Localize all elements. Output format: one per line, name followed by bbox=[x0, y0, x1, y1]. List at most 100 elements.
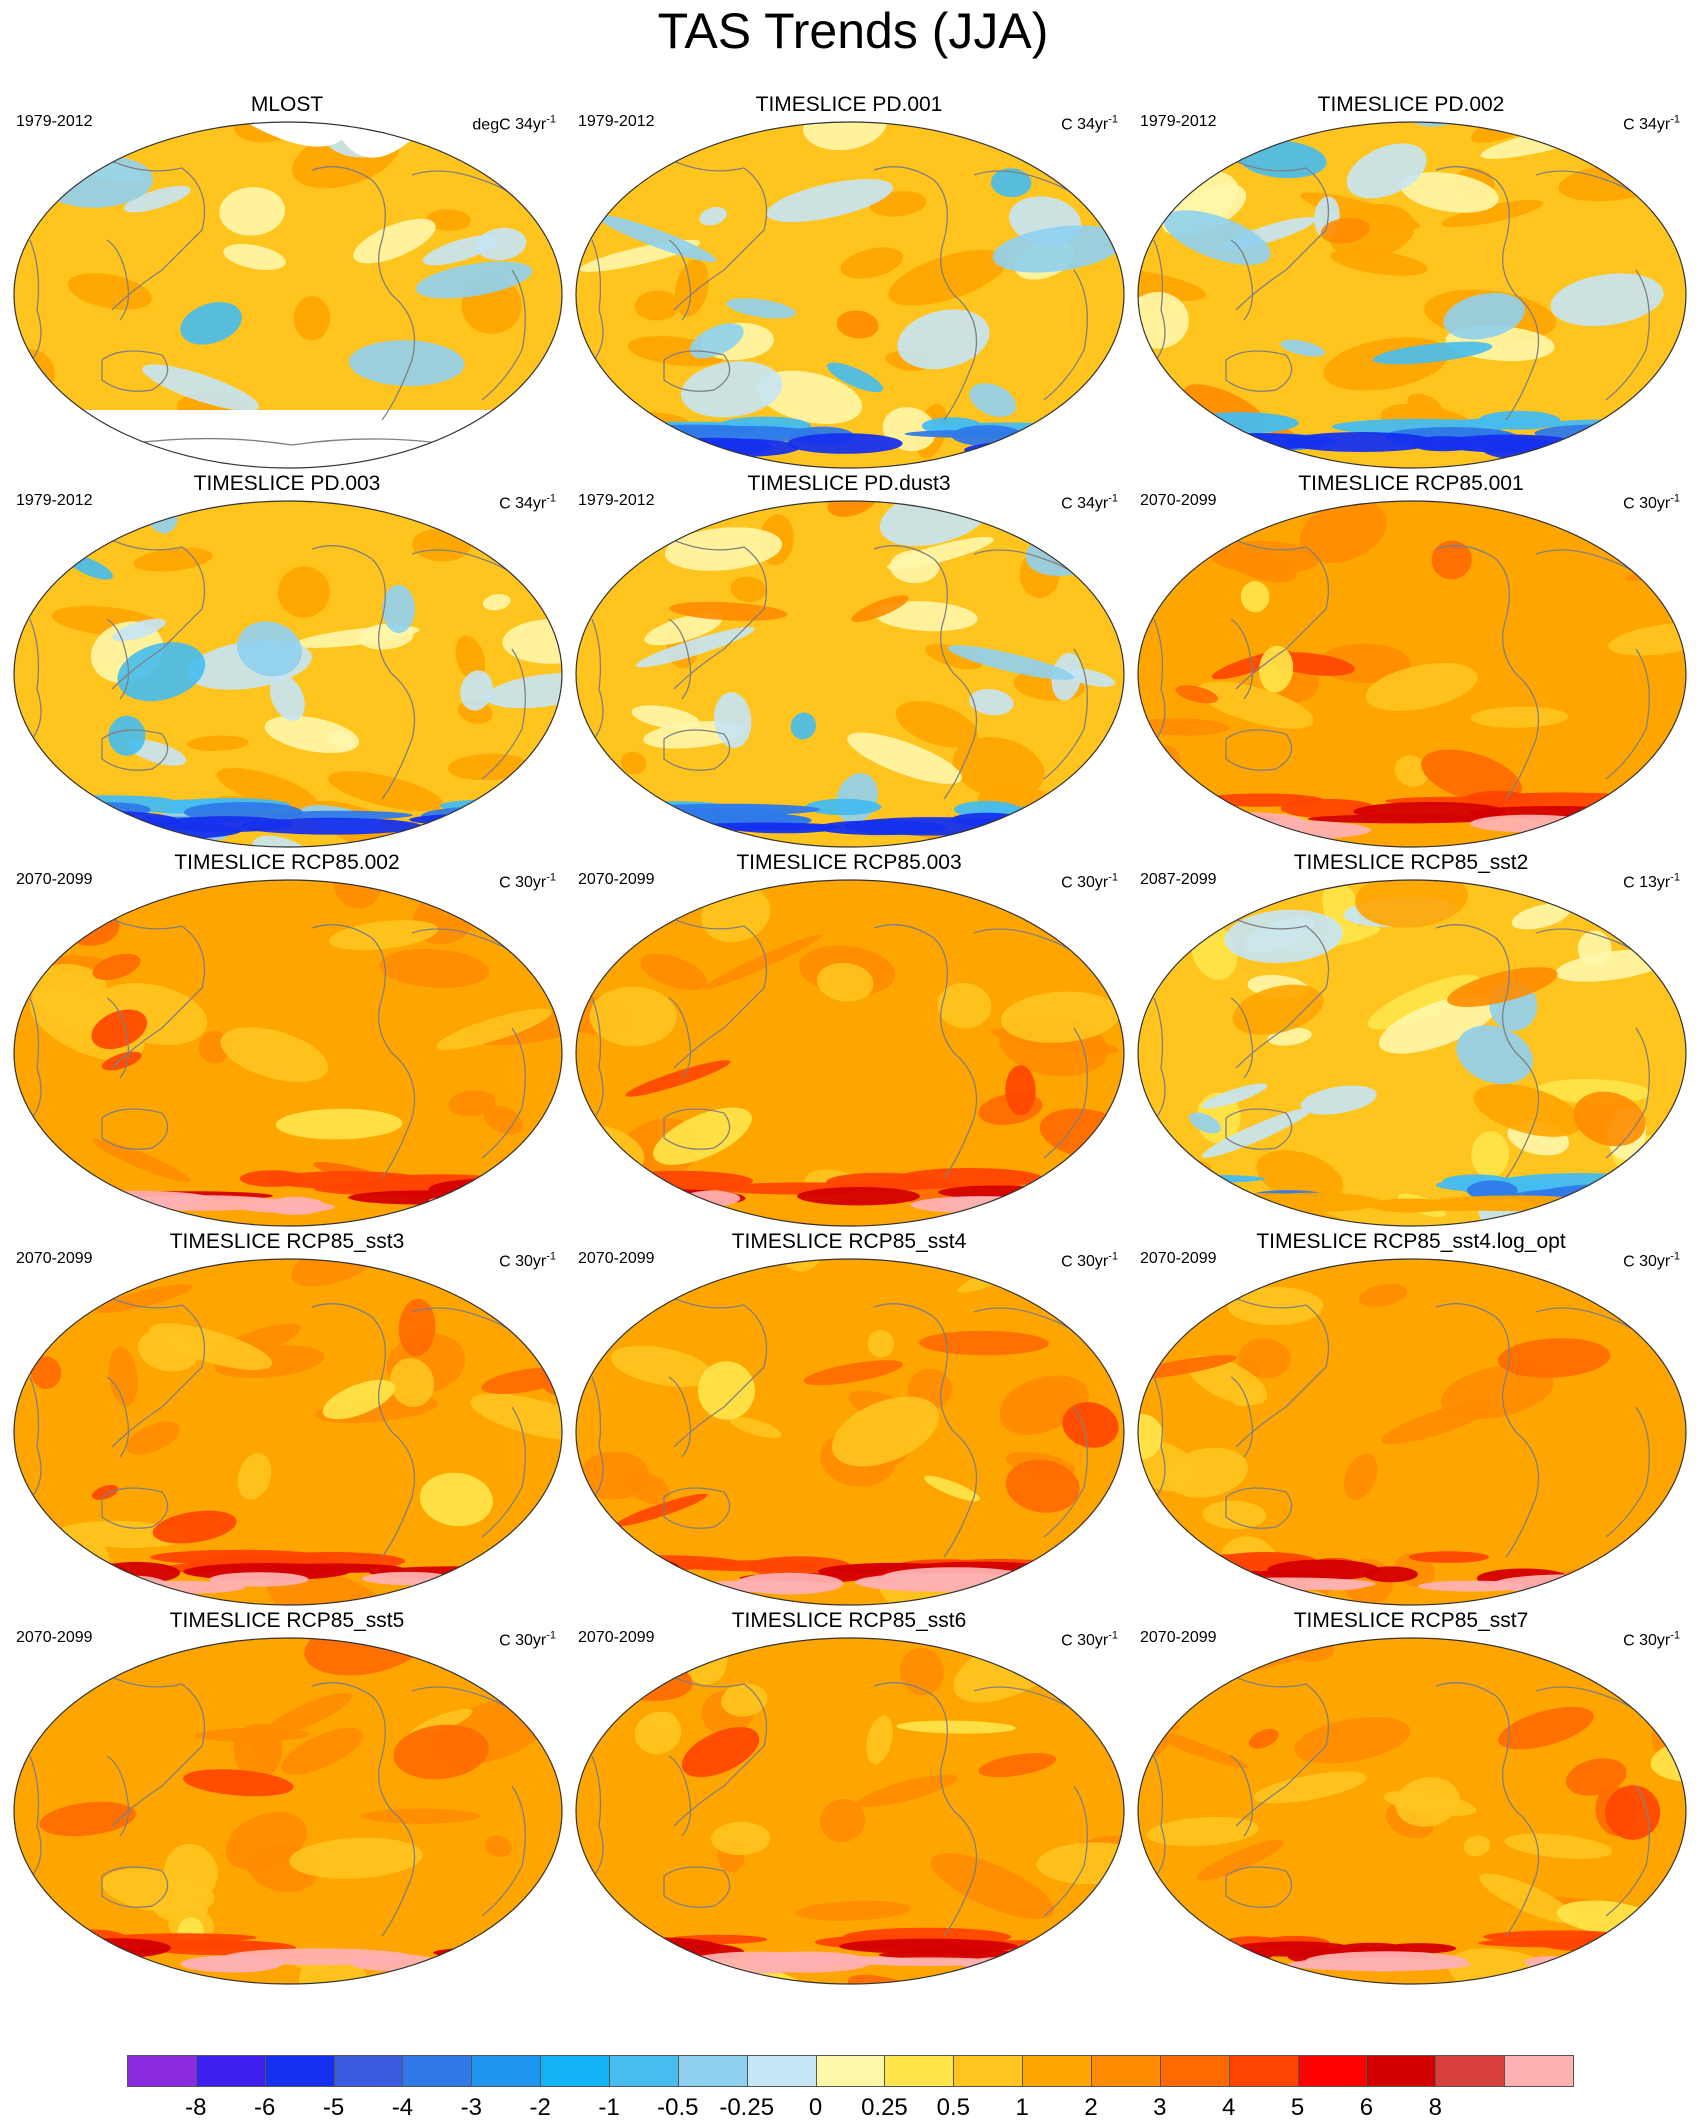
coastline bbox=[29, 997, 42, 1119]
coastline bbox=[1153, 239, 1166, 361]
world-map bbox=[1137, 121, 1687, 469]
map-border bbox=[1137, 121, 1687, 469]
coastline bbox=[1225, 729, 1293, 771]
coastline bbox=[1153, 997, 1166, 1119]
map-background bbox=[14, 1259, 562, 1605]
color-bar-box bbox=[1228, 2055, 1299, 2087]
trend-region bbox=[1299, 501, 1387, 564]
color-bar-box bbox=[1022, 2055, 1092, 2087]
trend-region bbox=[415, 261, 533, 299]
color-bar-tick-label: 1 bbox=[1015, 2094, 1029, 2121]
trend-region bbox=[460, 670, 493, 711]
world-map bbox=[13, 1637, 563, 1985]
panel-units: C 34yr-1 bbox=[1061, 489, 1118, 514]
trend-region bbox=[126, 1421, 180, 1455]
southern-ocean-region bbox=[1280, 798, 1377, 819]
trend-region bbox=[275, 1108, 403, 1140]
trend-region bbox=[930, 1853, 1055, 1920]
panel-unit-name: C bbox=[1623, 874, 1640, 892]
map-border bbox=[575, 1637, 1125, 1985]
coastline bbox=[1153, 1376, 1166, 1498]
trend-region bbox=[625, 1060, 731, 1097]
panel-units: C 13yr-1 bbox=[1623, 868, 1680, 893]
coastline bbox=[668, 618, 692, 700]
southern-ocean-region bbox=[267, 810, 413, 820]
trend-region bbox=[766, 178, 893, 223]
panel-unit-name: C bbox=[1061, 116, 1078, 134]
coastline bbox=[873, 1682, 978, 1937]
trend-region bbox=[840, 247, 904, 279]
world-map bbox=[1137, 879, 1687, 1227]
map-border bbox=[575, 879, 1125, 1227]
trend-region bbox=[436, 1008, 552, 1050]
map-border bbox=[13, 500, 563, 848]
trend-region bbox=[969, 383, 1017, 417]
trend-region bbox=[1367, 974, 1480, 1030]
trend-region bbox=[790, 712, 816, 740]
trend-region bbox=[1224, 909, 1343, 963]
coastline bbox=[1225, 350, 1293, 392]
coastline bbox=[1435, 1682, 1540, 1937]
trend-region bbox=[266, 1569, 389, 1605]
color-bar-tick-label: -0.5 bbox=[657, 2094, 699, 2121]
world-map bbox=[575, 121, 1125, 469]
trend-region bbox=[969, 689, 1014, 716]
trend-region bbox=[597, 214, 717, 262]
map-border bbox=[13, 121, 563, 469]
coastline bbox=[663, 729, 731, 771]
trend-region bbox=[251, 835, 317, 847]
color-bar-box bbox=[333, 2055, 404, 2087]
trend-region bbox=[1163, 210, 1271, 265]
coastline bbox=[1043, 1027, 1088, 1159]
coastline bbox=[668, 1376, 692, 1458]
coastline bbox=[591, 1376, 604, 1498]
trend-region bbox=[1441, 199, 1544, 228]
trend-region bbox=[1231, 1384, 1263, 1407]
trend-region bbox=[123, 185, 191, 213]
trend-region bbox=[634, 290, 681, 321]
coastline bbox=[663, 350, 731, 392]
coastline bbox=[663, 1866, 731, 1908]
trend-region bbox=[1431, 540, 1472, 580]
panel-units: degC 34yr-1 bbox=[472, 110, 556, 135]
color-bar-box bbox=[677, 2055, 748, 2087]
trend-region bbox=[30, 1356, 62, 1389]
trend-region bbox=[117, 642, 206, 702]
trend-region bbox=[1146, 1816, 1259, 1847]
coastline bbox=[29, 239, 42, 361]
trend-region bbox=[1320, 217, 1370, 244]
trend-region bbox=[327, 730, 355, 751]
trend-region bbox=[726, 298, 796, 319]
trend-region bbox=[483, 1105, 524, 1135]
trend-region bbox=[1196, 1839, 1284, 1881]
trend-region bbox=[856, 1774, 958, 1808]
trend-region bbox=[827, 501, 879, 517]
coastline bbox=[101, 729, 169, 771]
map-border bbox=[13, 1637, 563, 1985]
map-border bbox=[575, 1258, 1125, 1606]
trend-region bbox=[721, 1683, 768, 1717]
trend-region bbox=[711, 1821, 771, 1856]
trend-region bbox=[634, 1711, 682, 1755]
southern-ocean-region bbox=[180, 1955, 283, 1973]
world-map bbox=[13, 879, 563, 1227]
world-map bbox=[13, 1258, 563, 1606]
coastline bbox=[873, 924, 978, 1179]
panel-title: TIMESLICE RCP85.002 bbox=[174, 851, 400, 874]
coastline bbox=[1153, 1755, 1166, 1877]
panel-unit-name: C bbox=[499, 495, 516, 513]
panel-unit-name: C bbox=[1061, 1632, 1078, 1650]
trend-region bbox=[1328, 203, 1415, 259]
southern-ocean-region bbox=[264, 1563, 403, 1573]
world-map bbox=[1137, 1637, 1687, 1985]
southern-ocean-region bbox=[1408, 1551, 1489, 1563]
coastline bbox=[663, 1108, 731, 1150]
map-panel: TIMESLICE PD.001 1979-2012 C 34yr-1 bbox=[568, 92, 1130, 472]
coastline bbox=[106, 1755, 130, 1837]
trend-region bbox=[92, 953, 141, 981]
southern-ocean-region bbox=[838, 1938, 1018, 1954]
trend-region bbox=[419, 1472, 493, 1527]
coastline bbox=[106, 997, 130, 1079]
panel-units: C 34yr-1 bbox=[1061, 110, 1118, 135]
trend-region bbox=[610, 1345, 713, 1387]
